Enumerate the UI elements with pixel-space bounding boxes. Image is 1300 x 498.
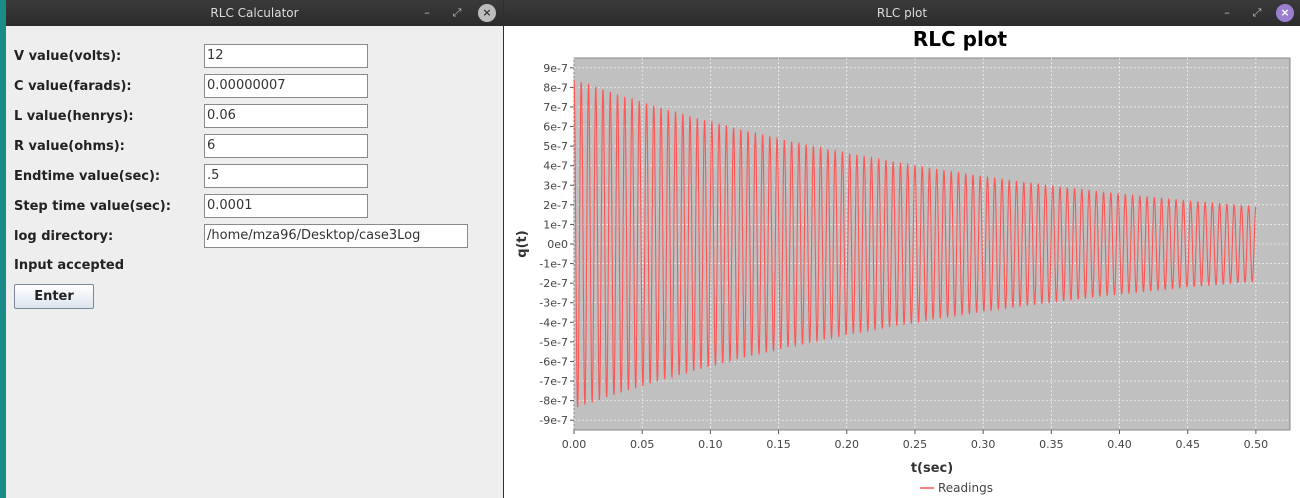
c-value-input[interactable]: 0.00000007 — [204, 74, 368, 98]
y-tick-label: 6e-7 — [543, 121, 568, 134]
x-tick-label: 0.30 — [971, 438, 996, 451]
step-time-input[interactable]: 0.0001 — [204, 194, 368, 218]
y-tick-label: -6e-7 — [539, 355, 568, 368]
y-tick-label: -2e-7 — [539, 277, 568, 290]
close-icon[interactable]: × — [478, 4, 496, 22]
y-tick-label: -1e-7 — [539, 258, 568, 271]
x-tick-label: 0.15 — [766, 438, 791, 451]
c-value-label: C value(farads): — [14, 79, 132, 94]
x-tick-label: 0.50 — [1244, 438, 1269, 451]
x-tick-label: 0.35 — [1039, 438, 1064, 451]
r-value-input[interactable]: 6 — [204, 134, 368, 158]
x-axis-label: t(sec) — [911, 461, 953, 476]
y-tick-label: -9e-7 — [539, 414, 568, 427]
v-value-input[interactable]: 12 — [204, 44, 368, 68]
y-tick-label: -8e-7 — [539, 395, 568, 408]
calculator-titlebar[interactable]: RLC Calculator – ⤢ × — [6, 0, 503, 26]
series-line-readings — [573, 79, 1257, 408]
calculator-title: RLC Calculator — [210, 6, 299, 20]
endtime-label: Endtime value(sec): — [14, 169, 161, 184]
y-tick-label: -7e-7 — [539, 375, 568, 388]
y-tick-label: 0e0 — [547, 238, 568, 251]
x-tick-label: 0.40 — [1107, 438, 1132, 451]
y-tick-label: -4e-7 — [539, 316, 568, 329]
log-directory-input[interactable]: /home/mza96/Desktop/case3Log — [204, 224, 468, 248]
plot-window-title: RLC plot — [876, 6, 928, 20]
y-tick-label: 3e-7 — [543, 179, 568, 192]
x-tick-label: 0.10 — [698, 438, 723, 451]
y-tick-label: 7e-7 — [543, 101, 568, 114]
y-tick-label: 9e-7 — [543, 62, 568, 75]
plot-canvas: RLC plot 9e-7 8e-7 7e-7 6e-7 5e-7 4e-7 3e-7 2e-7… — [504, 26, 1300, 498]
maximize-icon[interactable]: ⤢ — [1252, 6, 1262, 19]
r-value-label: R value(ohms): — [14, 139, 125, 154]
l-value-label: L value(henrys): — [14, 109, 134, 124]
y-tick-label: 2e-7 — [543, 199, 568, 212]
status-message: Input accepted — [14, 258, 125, 273]
x-tick-label: 0.25 — [903, 438, 928, 451]
y-tick-label: -3e-7 — [539, 297, 568, 310]
y-tick-label: 4e-7 — [543, 160, 568, 173]
step-time-label: Step time value(sec): — [14, 199, 171, 214]
endtime-input[interactable]: .5 — [204, 164, 368, 188]
x-tick-label: 0.20 — [835, 438, 860, 451]
chart-title: RLC plot — [913, 27, 1008, 51]
enter-button[interactable]: Enter — [14, 284, 94, 309]
window-edge — [0, 0, 6, 498]
y-tick-label: 8e-7 — [543, 81, 568, 94]
y-tick-label: 1e-7 — [543, 218, 568, 231]
close-icon[interactable]: × — [1276, 4, 1294, 22]
y-tick-label: 5e-7 — [543, 140, 568, 153]
minimize-icon[interactable]: – — [424, 6, 430, 19]
v-value-label: V value(volts): — [14, 49, 122, 64]
minimize-icon[interactable]: – — [1224, 6, 1230, 19]
rlc-plot-window: RLC plot – ⤢ × RLC plot 9e-7 8e-7 7e-7 6e-7 5… — [504, 0, 1300, 498]
y-tick-label: -5e-7 — [539, 336, 568, 349]
x-tick-label: 0.45 — [1175, 438, 1200, 451]
x-tick-label: 0.00 — [562, 438, 587, 451]
plot-titlebar[interactable]: RLC plot – ⤢ × — [504, 0, 1300, 26]
maximize-icon[interactable]: ⤢ — [452, 6, 462, 19]
x-tick-label: 0.05 — [630, 438, 655, 451]
rlc-chart: RLC plot 9e-7 8e-7 7e-7 6e-7 5e-7 4e-7 3e-7 2e-7… — [515, 27, 1291, 495]
rlc-calculator-window: RLC Calculator – ⤢ × V value(volts): 12 … — [6, 0, 503, 498]
y-axis-label: q(t) — [515, 230, 530, 257]
l-value-input[interactable]: 0.06 — [204, 104, 368, 128]
legend-label: Readings — [938, 481, 993, 495]
log-directory-label: log directory: — [14, 229, 114, 244]
